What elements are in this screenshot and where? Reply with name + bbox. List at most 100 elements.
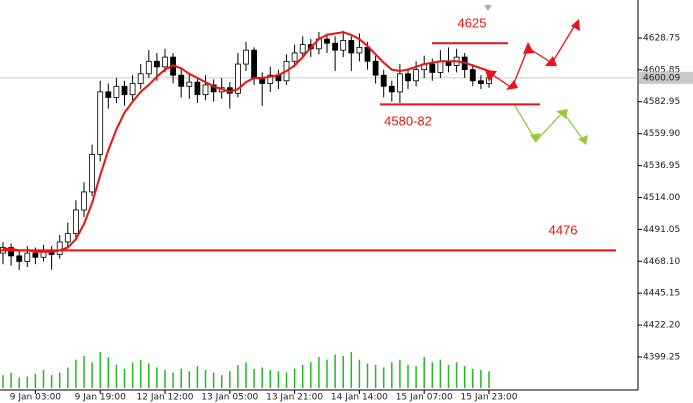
candle-body [105, 91, 112, 98]
candle-body [64, 233, 71, 243]
candle-body [73, 209, 79, 235]
candle [129, 75, 136, 101]
candle [324, 33, 330, 53]
candle-body [267, 74, 274, 84]
candle [137, 64, 144, 90]
candle [81, 182, 87, 217]
y-tick-label: 4514.00 [643, 193, 680, 203]
plot-area [0, 30, 638, 388]
candle-body [396, 73, 403, 93]
candle-body [348, 40, 355, 54]
candle-body [129, 83, 136, 96]
candle [299, 36, 306, 59]
candle-body [388, 85, 395, 93]
candle [291, 44, 298, 67]
level-label: 4580-82 [384, 113, 432, 128]
x-tick-label: 13 Jan 05:00 [201, 393, 258, 403]
candle-body [56, 241, 63, 255]
x-tick-label: 15 Jan 23:00 [461, 393, 518, 403]
candle-body [243, 49, 249, 65]
candle [113, 77, 120, 103]
candle-body [437, 60, 444, 73]
candle [405, 68, 411, 90]
candle [64, 222, 71, 248]
candle [73, 200, 79, 238]
candle-body [364, 46, 371, 62]
candle [340, 30, 347, 58]
candle-body [153, 60, 160, 68]
candle-body [113, 85, 120, 98]
candle [105, 83, 112, 109]
candle [413, 61, 420, 87]
candle-body [8, 247, 15, 257]
candle-body [178, 74, 185, 87]
candle [56, 235, 63, 259]
candle-body [340, 40, 347, 51]
arrowhead [571, 19, 580, 31]
last-price-box [639, 71, 693, 84]
candle-body [24, 252, 31, 262]
y-tick-label: 4422.20 [643, 321, 680, 331]
arrowhead [545, 56, 557, 66]
bear-arrowheads [530, 109, 588, 145]
candle-body [32, 252, 39, 258]
candle-body [89, 154, 95, 193]
candle [89, 144, 95, 197]
arrowhead [530, 133, 541, 143]
candle [380, 69, 387, 98]
y-tick-label: 4445.15 [643, 289, 680, 299]
y-tick-label: 4559.90 [643, 129, 680, 139]
y-tick-label: 4582.95 [643, 97, 680, 107]
candle [202, 75, 209, 101]
moving-average [3, 31, 490, 253]
candle-body [210, 84, 217, 93]
y-tick-label: 4605.85 [643, 65, 680, 75]
arrowhead [578, 135, 588, 145]
candle [8, 243, 15, 266]
candle-body [380, 74, 387, 87]
x-tick-label: 12 Jan 12:00 [137, 393, 194, 403]
candle-body [469, 69, 476, 82]
candle [162, 48, 168, 73]
candle-body [186, 81, 193, 87]
candle [243, 41, 249, 72]
candle [372, 55, 379, 84]
candle-body [299, 44, 306, 54]
candle [178, 69, 185, 98]
candle [332, 36, 339, 72]
level-label: 4476 [549, 222, 578, 237]
candle-body [234, 63, 241, 94]
arrowhead [485, 70, 497, 82]
arrowhead [523, 42, 534, 54]
candle [477, 75, 484, 90]
candle-body [145, 60, 152, 75]
candle [388, 80, 395, 102]
y-tick-label: 4468.10 [643, 257, 680, 267]
arrowhead [506, 80, 518, 90]
candle-body [413, 69, 420, 82]
candle [210, 79, 217, 102]
candle-body [16, 255, 23, 262]
candle [121, 80, 128, 106]
marker [484, 5, 492, 11]
candle [145, 50, 152, 78]
y-tick-label: 4491.05 [643, 225, 680, 235]
x-tick-label: 9 Jan 03:00 [10, 393, 62, 403]
candle-body [429, 63, 436, 73]
bear-scenario [513, 103, 585, 143]
x-tick-label: 13 Jan 21:00 [266, 393, 323, 403]
candle-body [202, 84, 209, 96]
candle-body [121, 85, 128, 96]
candle [16, 250, 23, 270]
candle-body [372, 60, 379, 76]
candle-body [405, 73, 411, 82]
x-tick-label: 9 Jan 19:00 [75, 393, 127, 403]
x-tick-label: 14 Jan 14:00 [331, 393, 388, 403]
arrowhead [556, 109, 568, 119]
candle [186, 73, 193, 99]
candle-body [81, 191, 87, 211]
y-tick-label: 4399.25 [643, 352, 680, 362]
candle-body [162, 56, 168, 68]
bull-arrowheads [485, 19, 580, 90]
